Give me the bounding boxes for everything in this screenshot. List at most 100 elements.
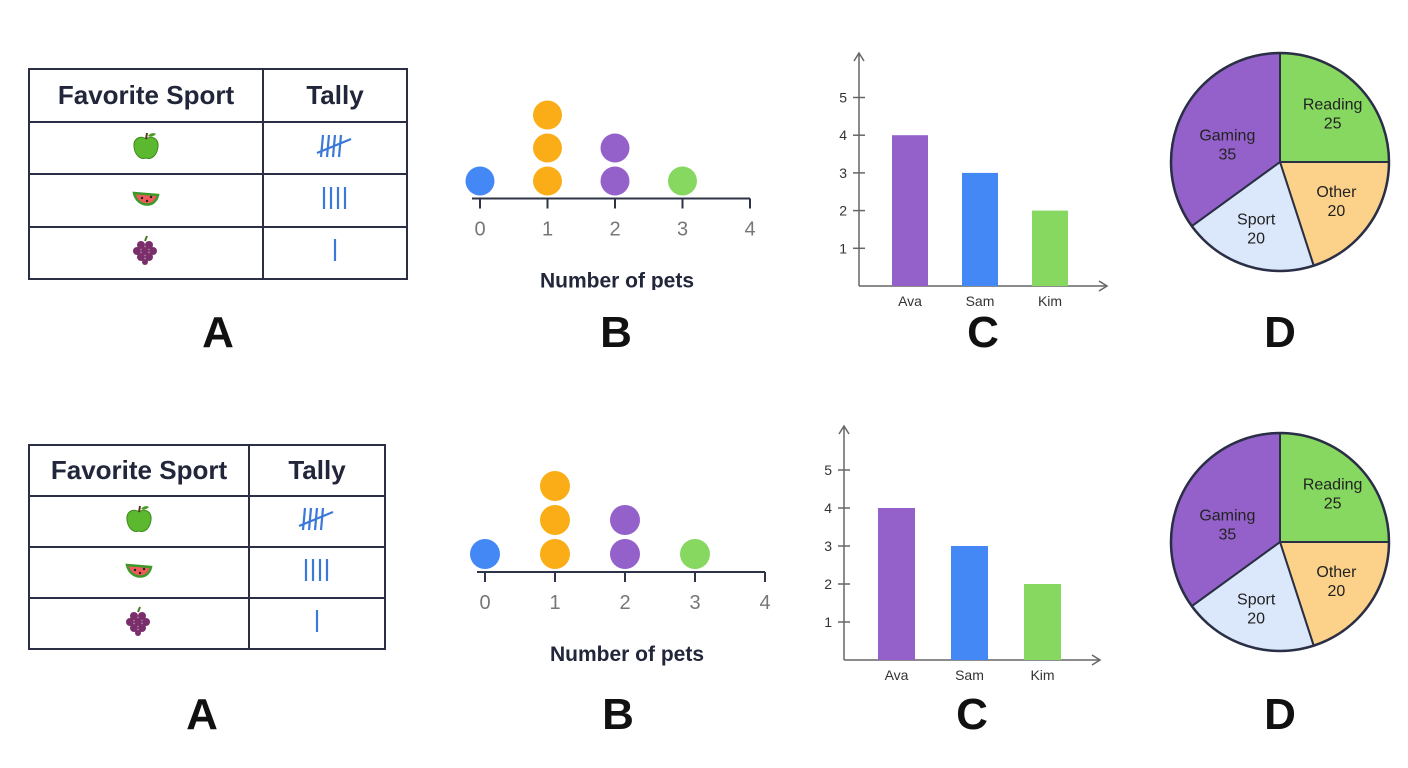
x-tick-label: Sam <box>966 293 995 309</box>
dot <box>540 505 570 535</box>
x-tick-label: 0 <box>474 219 485 241</box>
panel-letter-b: B <box>602 690 634 739</box>
pie-label: Gaming <box>1199 508 1255 525</box>
dot <box>470 539 500 569</box>
y-axis-arrow <box>853 51 865 62</box>
pie-outline <box>1169 51 1391 273</box>
x-tick-label: Sam <box>955 667 984 683</box>
y-tick-label: 1 <box>839 240 847 256</box>
x-tick-label: 4 <box>744 219 755 241</box>
pie-label: Other <box>1316 564 1357 581</box>
tally-cell <box>248 546 386 599</box>
pie-label: Reading <box>1303 476 1363 493</box>
y-tick-label: 5 <box>824 462 832 478</box>
x-tick-label: Ava <box>898 293 922 309</box>
x-axis-label: Number of pets <box>540 270 694 291</box>
y-tick-label: 5 <box>839 90 847 106</box>
pie-value: 20 <box>1328 583 1346 600</box>
panel-letter-c: C <box>956 690 988 739</box>
panel-letter-b: B <box>600 308 632 357</box>
y-tick-label: 3 <box>839 165 847 181</box>
dot <box>533 100 562 130</box>
x-tick-label: 2 <box>619 592 630 614</box>
tally-four-marks <box>322 186 347 209</box>
tally-five-marks <box>298 507 334 531</box>
tally-one-mark <box>315 610 319 632</box>
dot <box>600 166 630 196</box>
y-tick-label: 4 <box>824 500 832 516</box>
panel-letter-d: D <box>1264 308 1296 357</box>
dot <box>465 166 495 196</box>
green-apple-icon <box>133 132 159 159</box>
green-apple-icon <box>126 505 152 532</box>
x-tick-label: Kim <box>1030 667 1054 683</box>
bar-chart-bottom: 1 2 3 4 5 Ava Sam Kim <box>824 424 1102 683</box>
bar <box>1024 584 1061 660</box>
pie-chart-top: Reading 25 Other 20 Sport 20 Gaming 35 <box>1169 51 1391 273</box>
grapes-icon <box>133 235 157 266</box>
x-tick-label: 0 <box>479 592 490 614</box>
dot <box>540 471 570 501</box>
tally-cell <box>262 173 408 228</box>
fruit-cell <box>28 225 264 281</box>
pie-label: Reading <box>1303 96 1363 113</box>
panel-letter-a: A <box>186 690 218 739</box>
dot <box>680 539 710 569</box>
watermelon-icon <box>132 191 160 206</box>
tally-four-marks <box>304 559 329 581</box>
tally-cell <box>248 495 386 548</box>
bar <box>962 172 998 286</box>
pie-value: 20 <box>1328 203 1346 220</box>
fruit-cell <box>28 597 250 650</box>
fruit-cell <box>28 495 250 548</box>
dot-plot-bottom: 0 1 2 3 4 Number of pets <box>470 471 771 666</box>
tally-one-mark <box>333 239 337 262</box>
header-tally: Tally <box>248 444 386 497</box>
pie-value: 35 <box>1218 147 1236 164</box>
dot <box>540 539 570 569</box>
x-tick-label: 3 <box>677 219 688 241</box>
x-axis-arrow <box>1098 280 1109 292</box>
tally-five-marks <box>316 134 352 157</box>
bar-chart-top: 1 2 3 4 5 Ava Sam Kim <box>839 51 1109 309</box>
y-tick-label: 3 <box>824 538 832 554</box>
tally-table-bottom: Favorite Sport Tally <box>28 444 386 650</box>
pie-chart-bottom: Reading 25 Other 20 Sport 20 Gaming 35 <box>1169 431 1391 653</box>
pie-value: 25 <box>1324 115 1342 132</box>
pie-label: Gaming <box>1199 128 1255 145</box>
panel-letter-c: C <box>967 308 999 357</box>
x-axis-arrow <box>1091 654 1102 666</box>
x-tick-label: Kim <box>1038 293 1062 309</box>
y-tick-label: 1 <box>824 614 832 630</box>
x-tick-label: Ava <box>885 667 909 683</box>
pie-outline <box>1169 431 1391 653</box>
panel-letter-d: D <box>1264 690 1296 739</box>
bar <box>878 508 915 660</box>
x-tick-label: 1 <box>549 592 560 614</box>
fruit-cell <box>28 546 250 599</box>
pie-label: Other <box>1316 184 1357 201</box>
tally-cell <box>262 120 408 176</box>
header-favorite-sport: Favorite Sport <box>28 444 250 497</box>
x-tick-label: 3 <box>689 592 700 614</box>
dot <box>600 133 630 163</box>
dot <box>533 166 562 196</box>
watermelon-icon <box>125 563 153 578</box>
dot <box>610 539 640 569</box>
bar <box>1032 210 1068 286</box>
bar <box>892 135 928 286</box>
pie-value: 20 <box>1247 611 1265 628</box>
fruit-cell <box>28 173 264 228</box>
x-axis-label: Number of pets <box>550 643 704 666</box>
tally-cell <box>262 225 408 281</box>
y-tick-label: 4 <box>839 127 847 143</box>
bar <box>951 546 988 660</box>
pie-value: 25 <box>1324 495 1342 512</box>
header-favorite-sport: Favorite Sport <box>28 68 264 123</box>
tally-cell <box>248 597 386 650</box>
dot <box>668 166 697 196</box>
y-tick-label: 2 <box>824 576 832 592</box>
y-axis-arrow <box>838 424 850 435</box>
dot <box>533 133 562 163</box>
x-tick-label: 1 <box>542 219 553 241</box>
